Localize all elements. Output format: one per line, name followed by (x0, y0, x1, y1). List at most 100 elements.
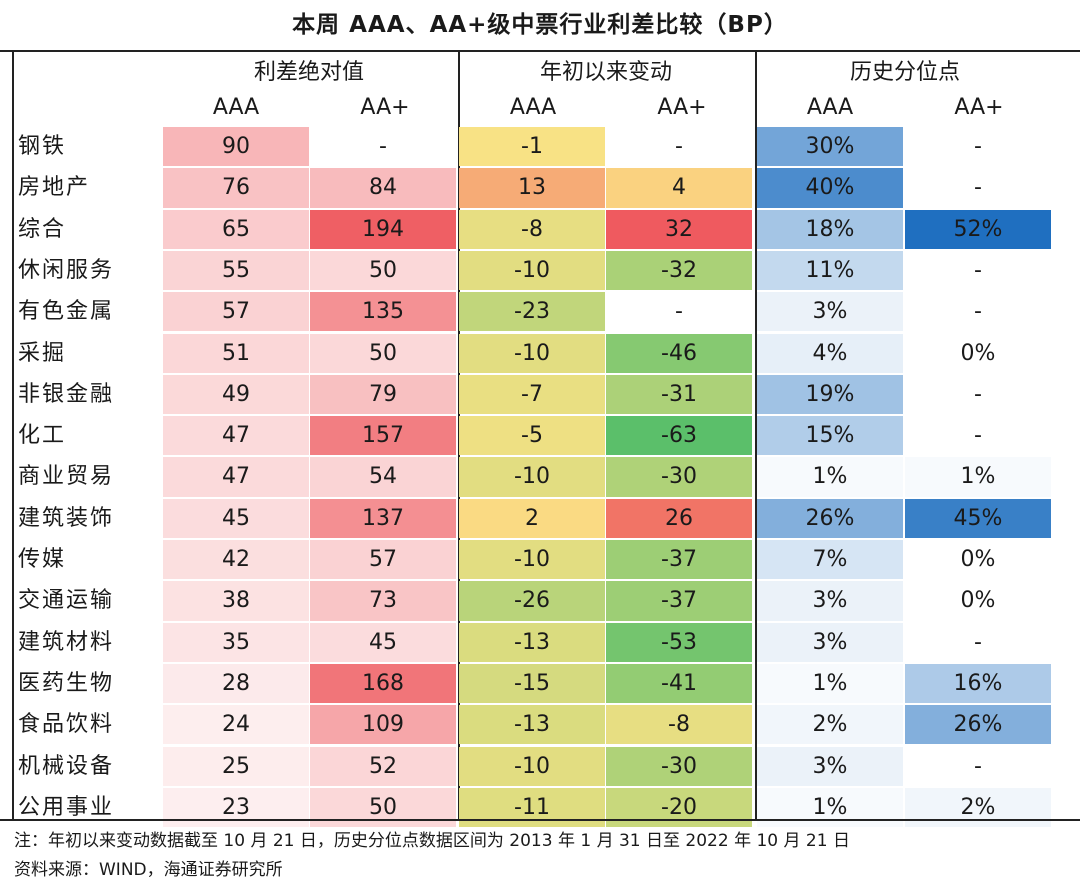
data-cell: 16% (905, 663, 1051, 704)
data-cell: 50 (310, 787, 456, 828)
data-cell: -26 (459, 581, 605, 621)
data-cell: 109 (310, 705, 456, 745)
data-cell: 45 (310, 622, 456, 662)
data-cell: 47 (163, 416, 309, 456)
data-cell: 1% (905, 457, 1051, 497)
data-cell: 24 (163, 705, 309, 745)
data-cell: 42 (163, 540, 309, 580)
data-cell: 3% (757, 622, 903, 662)
column-header: AA+ (954, 95, 1004, 120)
data-cell: -23 (459, 292, 605, 332)
data-cell: -46 (606, 333, 752, 373)
data-cell: 90 (163, 127, 309, 167)
data-cell: 137 (310, 498, 456, 538)
column-header: AA+ (360, 95, 410, 120)
data-cell: 84 (310, 168, 456, 208)
data-cell: 1% (757, 787, 903, 828)
table-title: 本周 AAA、AA+级中票行业利差比较（BP） (292, 12, 788, 38)
data-cell: 38 (163, 581, 309, 621)
data-cell: - (974, 257, 982, 283)
data-cell: 0% (905, 540, 1051, 580)
source-note: 资料来源：WIND，海通证券研究所 (14, 860, 283, 880)
row-label: 化工 (18, 423, 67, 449)
data-cell: -37 (606, 540, 752, 580)
data-cell: 26% (757, 498, 903, 538)
data-cell: 50 (310, 333, 456, 373)
data-cell: 26 (606, 498, 752, 538)
data-cell: 4% (757, 333, 903, 373)
data-cell: 57 (163, 292, 309, 332)
data-cell: 49 (163, 374, 309, 415)
bottom-rule (0, 819, 1080, 821)
data-cell: - (974, 134, 982, 159)
row-label: 房地产 (18, 175, 91, 201)
data-cell: 52% (905, 209, 1051, 249)
data-cell: 2 (459, 498, 605, 538)
data-cell: -15 (459, 663, 605, 704)
data-cell: 32 (606, 209, 752, 249)
data-cell: - (974, 381, 982, 407)
row-label: 非银金融 (18, 381, 115, 407)
row-label: 医药生物 (18, 670, 115, 696)
data-cell: 40% (757, 168, 903, 208)
data-cell: - (675, 299, 683, 325)
row-label: 交通运输 (18, 588, 115, 614)
row-label: 有色金属 (18, 299, 115, 325)
column-header: AAA (806, 95, 854, 120)
data-cell: 0% (905, 333, 1051, 373)
data-cell: -1 (459, 127, 605, 167)
data-cell: -31 (606, 374, 752, 415)
row-label: 传媒 (18, 547, 67, 572)
data-cell: 3% (757, 746, 903, 786)
data-cell: 3% (757, 581, 903, 621)
data-cell: 65 (163, 209, 309, 249)
data-cell: -10 (459, 457, 605, 497)
data-cell: - (974, 629, 982, 655)
data-cell: 47 (163, 457, 309, 497)
data-cell: 30% (757, 127, 903, 167)
data-cell: 76 (163, 168, 309, 208)
data-cell: -8 (459, 209, 605, 249)
column-header: AAA (509, 95, 557, 120)
row-label: 商业贸易 (18, 464, 115, 490)
data-cell: 52 (310, 746, 456, 786)
row-label: 采掘 (18, 340, 67, 366)
data-cell: 4 (606, 168, 752, 208)
data-cell: 57 (310, 540, 456, 580)
data-cell: 157 (310, 416, 456, 456)
data-cell: 25 (163, 746, 309, 786)
data-cell: -10 (459, 250, 605, 291)
group-header: 历史分位点 (849, 60, 960, 85)
data-cell: -32 (606, 250, 752, 291)
title-rule (0, 50, 1080, 52)
data-cell: -63 (606, 416, 752, 456)
data-cell: 55 (163, 250, 309, 291)
row-label: 公用事业 (18, 794, 115, 820)
data-cell: 194 (310, 209, 456, 249)
data-cell: - (974, 753, 982, 779)
data-cell: - (675, 134, 683, 159)
data-cell: 7% (757, 540, 903, 580)
data-cell: 1% (757, 663, 903, 704)
data-cell: 23 (163, 787, 309, 828)
data-cell: -5 (459, 416, 605, 456)
data-cell: 168 (310, 663, 456, 704)
data-cell: 135 (310, 292, 456, 332)
row-label: 钢铁 (18, 134, 67, 159)
data-cell: 26% (905, 705, 1051, 745)
group-header: 年初以来变动 (539, 60, 672, 85)
row-label: 机械设备 (18, 753, 115, 779)
data-cell: -13 (459, 622, 605, 662)
data-cell: 45 (163, 498, 309, 538)
row-label: 食品饮料 (18, 712, 115, 738)
row-label: 建筑装饰 (18, 505, 115, 531)
data-cell: - (379, 134, 387, 159)
data-cell: -30 (606, 457, 752, 497)
data-cell: 79 (310, 374, 456, 415)
data-cell: -10 (459, 540, 605, 580)
data-cell: -53 (606, 622, 752, 662)
row-label: 综合 (18, 216, 67, 242)
data-cell: -20 (606, 787, 752, 828)
data-cell: 51 (163, 333, 309, 373)
